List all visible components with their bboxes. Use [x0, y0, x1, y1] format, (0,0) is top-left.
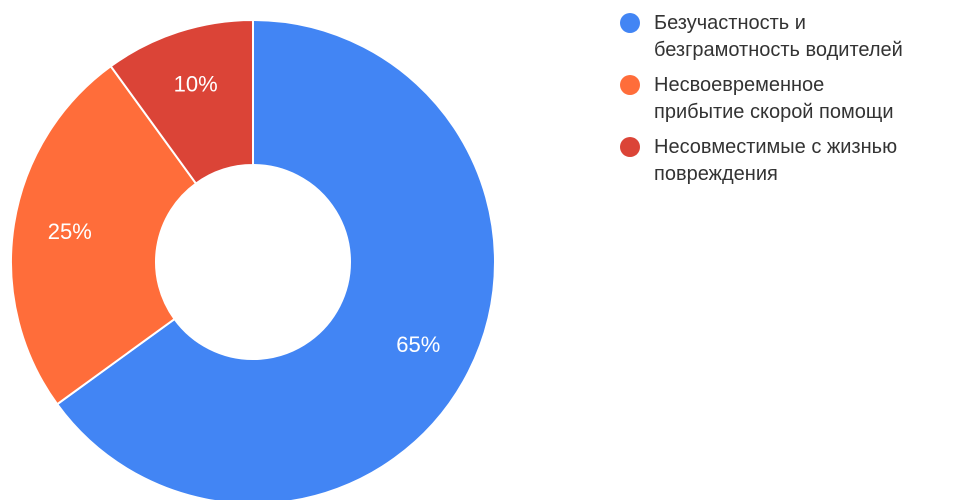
legend-label: Несовместимые с жизнью повреждения [654, 136, 898, 185]
legend-item[interactable]: Безучастность и безграмотность водителей [620, 10, 970, 64]
legend-swatch-icon [620, 13, 640, 33]
legend-swatch-icon [620, 137, 640, 157]
donut-slice[interactable] [10, 64, 198, 406]
legend-label: Безучастность и безграмотность водителей [654, 12, 903, 61]
legend-item[interactable]: Несовместимые с жизнью повреждения [620, 134, 970, 188]
slice-data-label: 65% [396, 332, 440, 357]
legend-item[interactable]: Несвоевременное прибытие скорой помощи [620, 72, 970, 126]
donut-slice[interactable] [55, 18, 496, 500]
donut-slice[interactable] [109, 18, 254, 185]
slice-data-label: 25% [48, 219, 92, 244]
legend-swatch-icon [620, 75, 640, 95]
chart-legend: Безучастность и безграмотность водителей… [620, 10, 970, 196]
slice-data-label: 10% [174, 71, 218, 96]
legend-label: Несвоевременное прибытие скорой помощи [654, 74, 894, 123]
